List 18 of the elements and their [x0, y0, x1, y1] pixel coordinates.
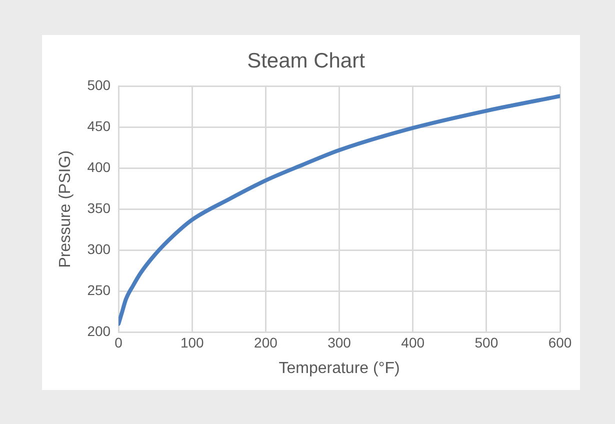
- line-series: [118, 94, 560, 326]
- x-tick-label: 400: [401, 334, 425, 350]
- y-tick-label: 300: [87, 240, 111, 257]
- x-tick-label: 0: [114, 334, 123, 350]
- chart-title: Steam Chart: [247, 49, 366, 72]
- x-tick-label: 200: [254, 334, 278, 350]
- y-tick-label: 450: [87, 118, 111, 134]
- x-axis-title: Temperature (°F): [278, 360, 400, 377]
- x-tick-label: 100: [180, 334, 204, 350]
- y-tick-label: 250: [87, 282, 111, 298]
- y-tick-label: 400: [87, 158, 111, 175]
- y-tick-label: 200: [87, 322, 111, 339]
- x-tick-label: 300: [328, 334, 352, 350]
- y-tick-label: 350: [87, 200, 111, 216]
- y-axis-title: Pressure (PSIG): [57, 150, 74, 268]
- x-tick-label: 500: [474, 334, 498, 350]
- x-tick-label: 600: [548, 334, 572, 350]
- y-tick-label: 500: [87, 77, 111, 94]
